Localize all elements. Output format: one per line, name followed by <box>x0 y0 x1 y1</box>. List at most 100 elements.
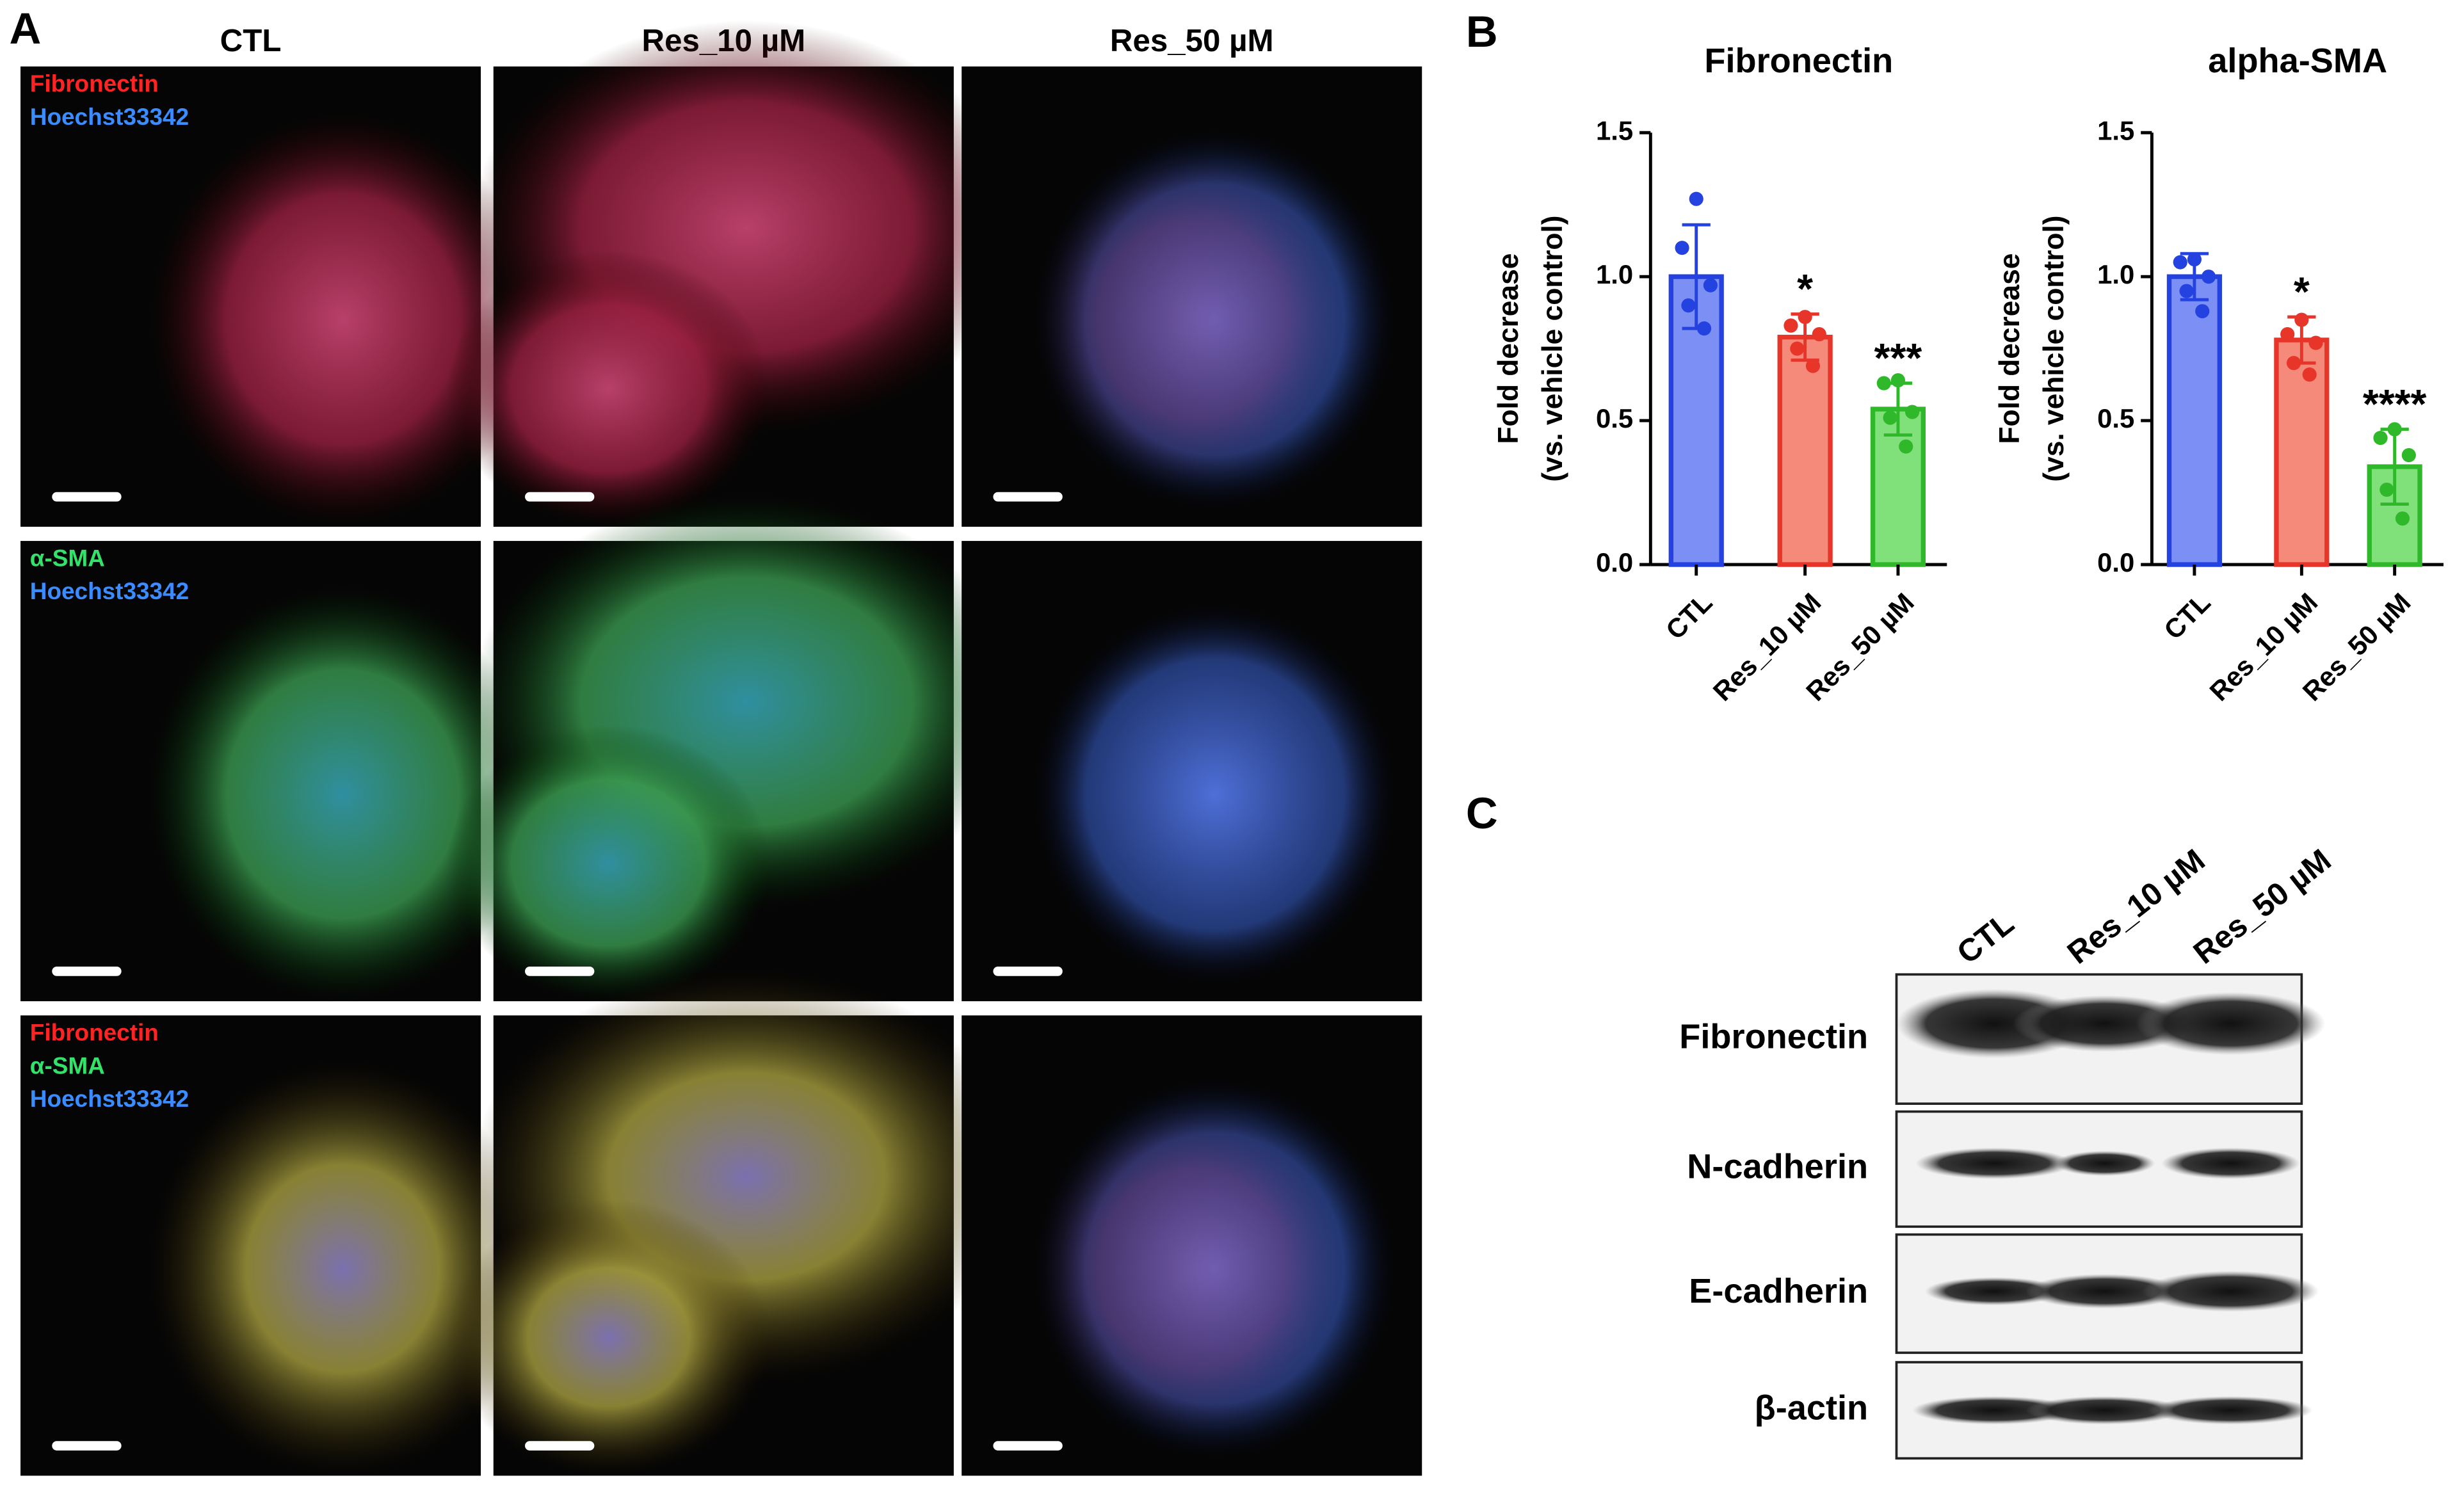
scale-bar <box>52 492 122 502</box>
data-point <box>2173 255 2187 269</box>
data-point <box>1696 321 1712 336</box>
data-point <box>2379 482 2394 497</box>
data-point <box>1805 358 1821 373</box>
data-point <box>2195 304 2210 319</box>
scale-bar <box>993 966 1063 976</box>
data-point <box>1890 373 1906 388</box>
bar <box>2166 274 2222 567</box>
data-point <box>2387 422 2402 437</box>
y-tick-label: 0.5 <box>2097 403 2134 433</box>
data-point <box>1681 298 1696 313</box>
significance: * <box>2294 269 2310 315</box>
y-tick-label: 1.5 <box>2097 115 2134 145</box>
blot-band <box>2025 1396 2184 1425</box>
scale-bar <box>52 1441 122 1451</box>
cell-cluster <box>447 250 770 527</box>
column-header: Res_50 µM <box>1110 23 1274 58</box>
data-point <box>1876 376 1891 390</box>
data-point <box>1798 310 1812 325</box>
data-point <box>1703 278 1718 293</box>
scale-bar <box>525 966 595 976</box>
y-tick-label: 1.5 <box>1596 115 1633 145</box>
stain-label: Hoechst33342 <box>30 578 189 604</box>
lane-label: Res_10 µM <box>2061 842 2211 971</box>
scale-bar <box>993 1441 1063 1451</box>
stain-label: α-SMA <box>30 1052 105 1079</box>
y-tick-label: 0.0 <box>1596 547 1633 577</box>
y-axis-label: Fold decrease <box>1493 253 1524 444</box>
data-point <box>2280 327 2295 342</box>
blot-band <box>2148 1396 2313 1425</box>
data-point <box>2286 356 2301 371</box>
protein-label: N-cadherin <box>1687 1148 1868 1186</box>
y-tick-label: 1.0 <box>2097 259 2134 289</box>
data-point <box>1905 405 1920 419</box>
blot-band <box>1915 1147 2073 1180</box>
data-point <box>2401 447 2416 463</box>
stain-label: Fibronectin <box>30 70 159 97</box>
panel-label: B <box>1466 7 1498 56</box>
panel-label: C <box>1466 789 1498 838</box>
blot-band <box>2142 1271 2319 1312</box>
panel-label: A <box>10 4 42 53</box>
data-point <box>1790 341 1805 356</box>
bar <box>1777 334 1833 567</box>
cell-cluster <box>149 586 536 1002</box>
y-axis-label: Fold decrease <box>1994 253 2025 444</box>
y-axis-label: (vs. vehicle control) <box>2038 216 2070 482</box>
cell-cluster <box>1035 1102 1349 1435</box>
y-tick-label: 1.0 <box>1596 259 1633 289</box>
y-tick-label: 0.0 <box>2097 547 2134 577</box>
chart-title: Fibronectin <box>1704 42 1893 80</box>
blot-band <box>1924 1277 2064 1306</box>
data-point <box>2395 511 2410 526</box>
data-point <box>1812 327 1826 342</box>
scale-bar <box>525 492 595 502</box>
data-point <box>1883 410 1897 425</box>
significance: **** <box>2363 381 2427 427</box>
protein-label: E-cadherin <box>1689 1272 1868 1310</box>
lane-label: CTL <box>1951 905 2020 970</box>
protein-label: β-actin <box>1755 1388 1869 1427</box>
y-tick-label: 0.5 <box>1596 403 1633 433</box>
bar <box>1870 406 1926 567</box>
scale-bar <box>525 1441 595 1451</box>
chart-title: alpha-SMA <box>2208 42 2387 80</box>
stain-label: Hoechst33342 <box>30 104 189 130</box>
data-point <box>2308 335 2323 350</box>
x-tick-label: CTL <box>1660 587 1718 645</box>
blot-band <box>1912 1396 2077 1425</box>
data-point <box>2179 284 2194 298</box>
x-tick-label: CTL <box>2158 587 2216 645</box>
bar <box>2274 337 2330 567</box>
blot-band <box>2054 1150 2155 1177</box>
cell-cluster <box>447 725 770 1002</box>
column-header: CTL <box>220 23 282 58</box>
data-point <box>2373 430 2388 446</box>
data-point <box>1899 439 1913 454</box>
blot-band <box>2161 1147 2300 1180</box>
data-point <box>1675 241 1689 255</box>
data-point <box>1689 191 1703 206</box>
blot-band <box>2136 992 2326 1056</box>
scale-bar <box>993 492 1063 502</box>
data-point <box>2294 312 2309 327</box>
data-point <box>2302 367 2317 382</box>
stain-label: Fibronectin <box>30 1020 159 1046</box>
significance: *** <box>1874 335 1922 381</box>
data-point <box>2187 252 2202 267</box>
cell-cluster <box>1031 600 1399 988</box>
protein-label: Fibronectin <box>1679 1018 1868 1056</box>
y-axis-label: (vs. vehicle control) <box>1537 216 1568 482</box>
data-point <box>1784 318 1798 333</box>
cell-cluster <box>1035 154 1349 486</box>
significance: * <box>1797 266 1813 312</box>
cell-cluster <box>149 112 536 527</box>
scale-bar <box>52 966 122 976</box>
stain-label: α-SMA <box>30 545 105 571</box>
cell-cluster <box>149 1061 536 1476</box>
stain-label: Hoechst33342 <box>30 1086 189 1112</box>
data-point <box>2201 269 2216 284</box>
